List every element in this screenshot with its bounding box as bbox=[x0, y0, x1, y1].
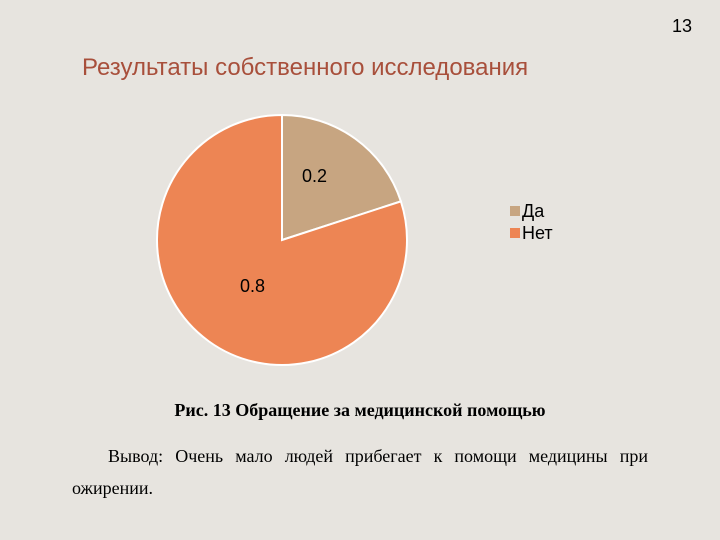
pie-slice-label-no: 0.8 bbox=[240, 276, 265, 297]
legend-swatch-no bbox=[510, 228, 520, 238]
legend-swatch-yes bbox=[510, 206, 520, 216]
conclusion-text: Вывод: Очень мало людей прибегает к помо… bbox=[72, 440, 648, 504]
legend-label-yes: Да bbox=[522, 200, 544, 222]
page-number: 13 bbox=[672, 16, 692, 37]
legend-item-yes: Да bbox=[510, 200, 553, 222]
legend-item-no: Нет bbox=[510, 222, 553, 244]
pie-chart: 0.2 0.8 bbox=[132, 100, 432, 370]
legend-label-no: Нет bbox=[522, 222, 553, 244]
pie-slice-label-yes: 0.2 bbox=[302, 166, 327, 187]
figure-caption: Рис. 13 Обращение за медицинской помощью bbox=[0, 400, 720, 421]
legend: Да Нет bbox=[510, 200, 553, 244]
slide: 13 Результаты собственного исследования … bbox=[0, 0, 720, 540]
pie-chart-svg bbox=[132, 100, 432, 370]
slide-title: Результаты собственного исследования bbox=[82, 54, 528, 82]
